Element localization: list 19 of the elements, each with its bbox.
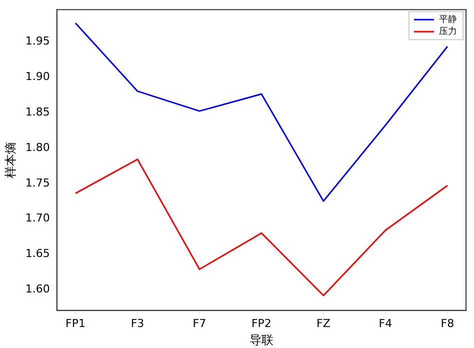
x-tick-label: FP2 xyxy=(251,316,272,330)
legend-label: 压力 xyxy=(439,26,457,37)
y-tick-label: 1.75 xyxy=(25,176,50,190)
y-tick-label: 1.85 xyxy=(25,105,50,118)
legend-label: 平静 xyxy=(439,14,457,25)
y-tick-label: 1.60 xyxy=(25,282,50,296)
x-tick-label: F4 xyxy=(378,316,392,330)
y-tick-label: 1.70 xyxy=(25,212,50,225)
y-tick-label: 1.90 xyxy=(25,70,50,83)
x-tick-label: FZ xyxy=(316,316,331,330)
x-tick-label: F7 xyxy=(192,316,206,330)
x-axis-title: 导联 xyxy=(249,332,274,347)
y-tick-label: 1.65 xyxy=(25,247,50,260)
x-tick-label: F3 xyxy=(130,316,144,330)
x-tick-label: FP1 xyxy=(66,316,86,330)
y-tick-label: 1.80 xyxy=(25,140,50,154)
y-axis-title: 样本熵 xyxy=(3,142,18,178)
y-tick-label: 1.95 xyxy=(25,34,50,48)
x-tick-label: F8 xyxy=(440,316,454,330)
